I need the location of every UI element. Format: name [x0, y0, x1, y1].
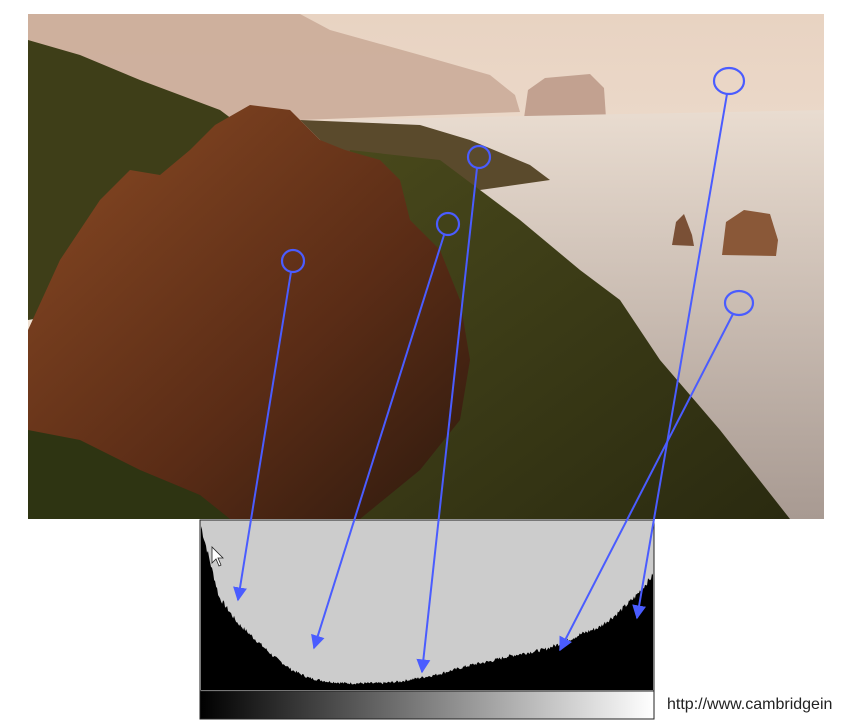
arrow-highlight: [632, 93, 728, 620]
circle-bright-sky: [712, 66, 746, 96]
foreground-scrub: [28, 430, 230, 519]
circle-sea-highlight: [723, 289, 755, 317]
circle-dark-rock: [435, 211, 461, 237]
histogram-panel: [199, 519, 655, 720]
source-url: http://www.cambridgein: [667, 696, 833, 713]
sea-stack-large: [722, 210, 778, 256]
arrow-light-tone: [559, 313, 734, 652]
rock-pinnacles: [28, 105, 470, 519]
annotation-arrows: [233, 93, 734, 674]
circle-midtone-slope: [466, 144, 492, 170]
midground-headland: [300, 120, 550, 190]
sea-stack-small: [672, 214, 694, 246]
arrow-dark-tone: [311, 234, 445, 650]
arrow-shadow: [233, 271, 292, 602]
arrow-midtone: [416, 167, 478, 674]
circle-shadow-rock: [280, 248, 306, 274]
annotation-circles: [280, 66, 755, 317]
sea-stack-distant: [524, 74, 606, 118]
mouse-pointer-icon: [211, 546, 224, 567]
tonal-gradient-bar: [199, 690, 655, 720]
histogram-area: [201, 526, 653, 690]
landscape-photo: [28, 14, 824, 519]
